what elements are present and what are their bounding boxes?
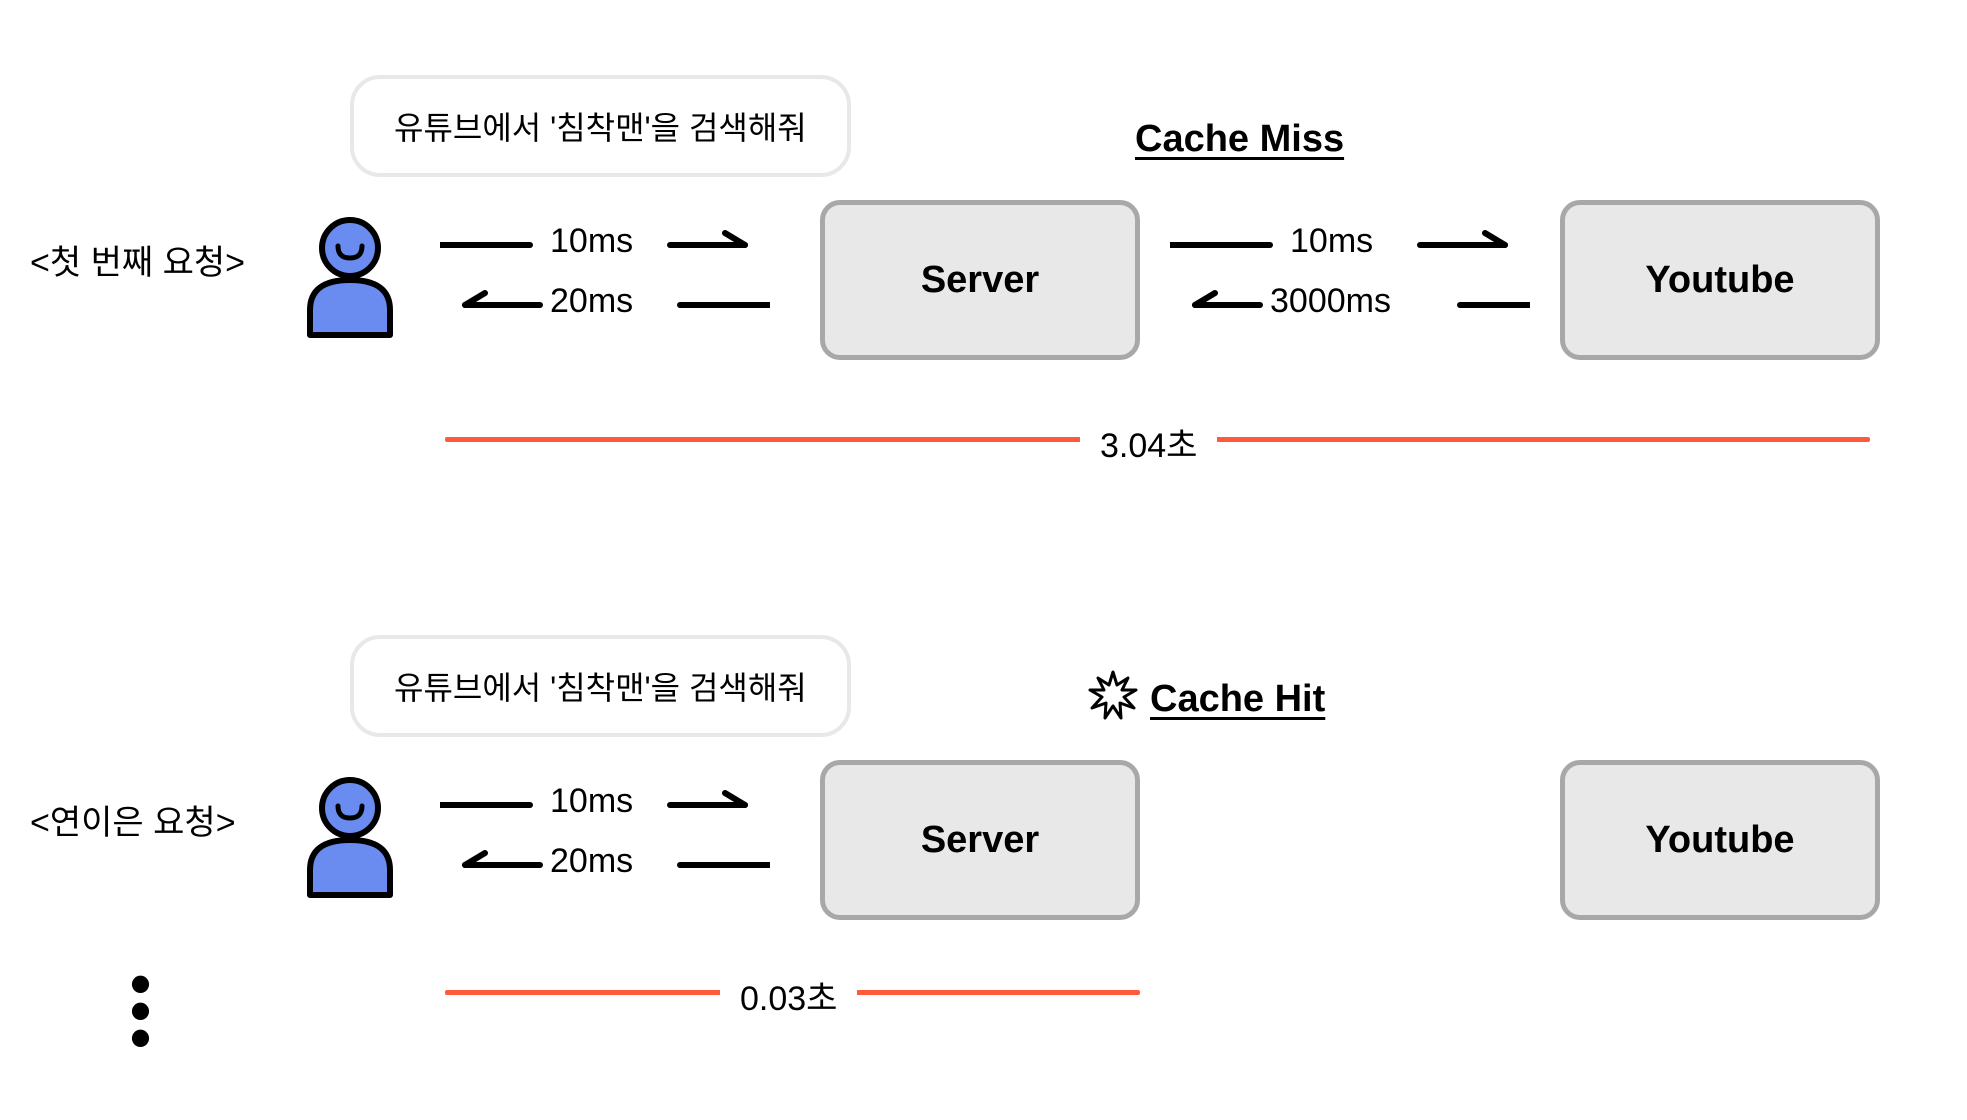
scenario-cache-miss: <첫 번째 요청> 유튜브에서 '침착맨'을 검색해줘 Cache Miss S… xyxy=(0,0,1967,560)
youtube-label-2: Youtube xyxy=(1645,819,1794,862)
youtube-node-2: Youtube xyxy=(1560,760,1880,920)
total-time-1: 3.04초 xyxy=(1080,418,1217,467)
cache-miss-title: Cache Miss xyxy=(1135,118,1344,161)
cache-hit-title: Cache Hit xyxy=(1150,678,1325,721)
scenario-cache-hit: <연이은 요청> 유튜브에서 '침착맨'을 검색해줘 Cache Hit Ser… xyxy=(0,560,1967,1120)
request-label-2: <연이은 요청> xyxy=(30,795,236,844)
speech-bubble-2: 유튜브에서 '침착맨'을 검색해줘 xyxy=(350,635,851,737)
server-label-1: Server xyxy=(921,259,1039,302)
latency-us-req-2: 10ms xyxy=(550,782,633,821)
latency-us-res-2: 20ms xyxy=(550,842,633,881)
latency-yt-res-1: 3000ms xyxy=(1270,282,1391,321)
request-label-1: <첫 번째 요청> xyxy=(30,235,245,284)
latency-yt-req-1: 10ms xyxy=(1290,222,1373,261)
speech-text-2: 유튜브에서 '침착맨'을 검색해줘 xyxy=(394,670,807,706)
user-icon-2 xyxy=(290,770,410,900)
server-node-2: Server xyxy=(820,760,1140,920)
youtube-node-1: Youtube xyxy=(1560,200,1880,360)
server-node-1: Server xyxy=(820,200,1140,360)
total-time-2: 0.03초 xyxy=(720,971,857,1020)
starburst-icon xyxy=(1088,670,1138,720)
youtube-label-1: Youtube xyxy=(1645,259,1794,302)
speech-text-1: 유튜브에서 '침착맨'을 검색해줘 xyxy=(394,110,807,146)
latency-us-res-1: 20ms xyxy=(550,282,633,321)
user-icon-1 xyxy=(290,210,410,340)
ellipsis-dots: ••• xyxy=(130,970,151,1051)
latency-us-req-1: 10ms xyxy=(550,222,633,261)
server-label-2: Server xyxy=(921,819,1039,862)
speech-bubble-1: 유튜브에서 '침착맨'을 검색해줘 xyxy=(350,75,851,177)
